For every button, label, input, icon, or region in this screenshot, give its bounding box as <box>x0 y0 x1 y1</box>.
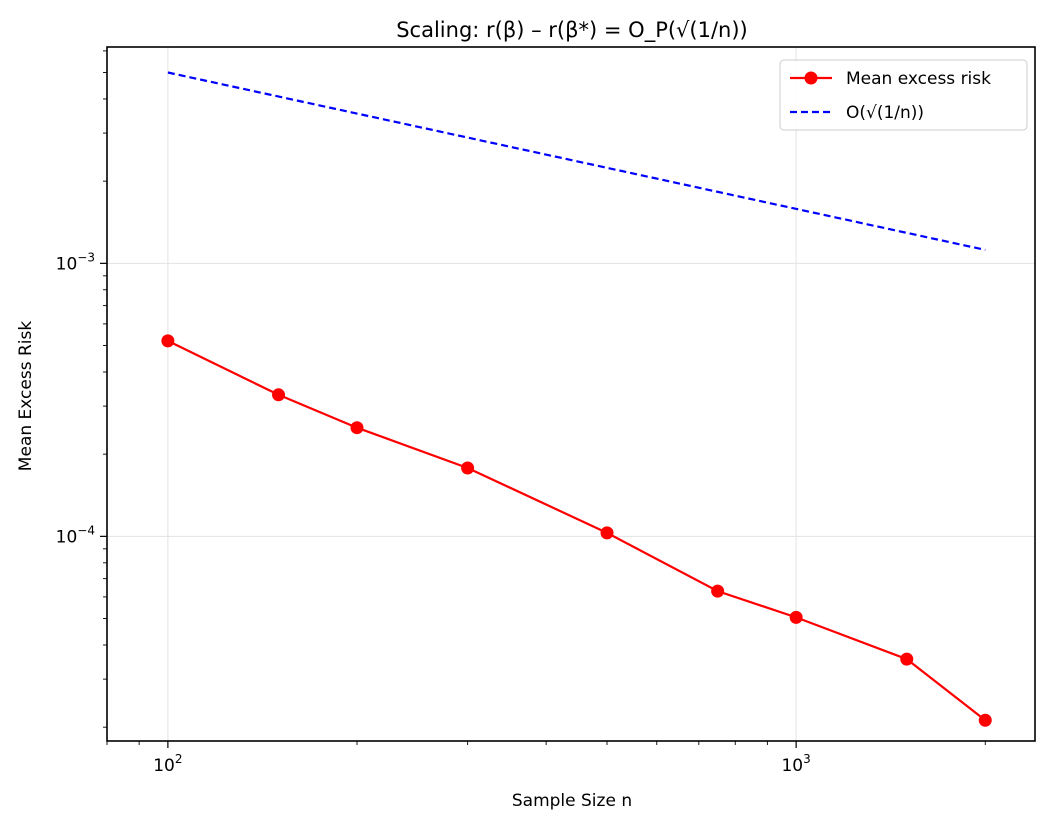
legend-marker <box>804 71 818 85</box>
legend-label: O(√(1/n)) <box>846 103 924 123</box>
x-tick-label: 103 <box>781 752 810 776</box>
plot-frame <box>106 46 1036 742</box>
y-tick-label: 10−3 <box>56 250 95 274</box>
data-point <box>789 610 803 624</box>
legend-box <box>779 59 1028 131</box>
data-point <box>272 388 286 402</box>
reference-line <box>167 71 986 251</box>
x-tick-label: 102 <box>153 752 182 776</box>
data-point <box>711 584 725 598</box>
x-axis-label: Sample Size n <box>512 791 632 811</box>
data-point <box>461 461 475 475</box>
data-point <box>600 526 614 540</box>
data-point <box>978 713 992 727</box>
data-point <box>161 334 175 348</box>
y-axis-label: Mean Excess Risk <box>16 321 36 472</box>
series-line <box>167 339 986 722</box>
series-layer <box>161 71 992 727</box>
y-tick-label: 10−4 <box>56 523 95 547</box>
chart-title: Scaling: r(β) – r(β*) = O_P(√(1/n)) <box>396 18 748 43</box>
data-point <box>900 652 914 666</box>
major-ticks: 102 103 10−4 10−3 <box>56 250 811 776</box>
data-point <box>350 421 364 435</box>
legend: Mean excess risk O(√(1/n)) <box>779 59 1028 131</box>
legend-label: Mean excess risk <box>846 69 991 89</box>
grid <box>107 47 1035 741</box>
